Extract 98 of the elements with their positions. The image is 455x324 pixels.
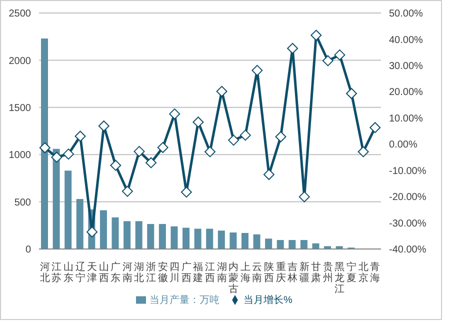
legend-label: 当月产量：万吨: [150, 295, 220, 306]
x-tick-label: 江西: [205, 261, 215, 284]
bar: [170, 226, 178, 249]
bar: [135, 221, 142, 249]
x-tick-label: 广东: [110, 261, 121, 284]
y2-tick-label: 40.00%: [389, 34, 424, 46]
x-tick-label: 广西: [181, 261, 192, 284]
point: [110, 160, 122, 171]
point: [263, 169, 274, 180]
y-tick-label: 2500: [8, 8, 32, 20]
bar: [288, 240, 296, 249]
bar: [112, 217, 119, 249]
bar: [276, 240, 284, 249]
bar: [230, 232, 237, 249]
x-tick-label: 贵州: [322, 261, 333, 284]
bar: [206, 228, 214, 249]
x-tick-label: 重庆: [276, 261, 286, 284]
bar: [182, 228, 190, 249]
y2-tick-label: -30.00%: [389, 218, 426, 230]
point: [86, 226, 98, 238]
x-tick-label: 宁夏: [346, 261, 357, 284]
y-tick-label: 1500: [8, 102, 32, 114]
point: [228, 134, 240, 146]
x-tick-label: 湖北: [134, 261, 144, 284]
point: [180, 186, 192, 198]
point: [157, 142, 168, 154]
x-tick-label: 江苏: [52, 261, 62, 284]
x-tick-label: 云南: [252, 262, 262, 284]
x-tick-label: 内蒙古: [228, 261, 239, 295]
x-tick-label: 浙江: [146, 261, 156, 284]
x-tick-label: 青海: [370, 261, 380, 284]
point: [370, 122, 381, 134]
x-tick-label: 甘肃: [311, 261, 322, 284]
x-tick-label: 山西: [98, 261, 109, 284]
bar: [300, 240, 308, 249]
legend-label: 当月增长%: [244, 295, 292, 306]
y2-tick-label: 20.00%: [389, 87, 424, 98]
x-tick-label: 四川: [170, 262, 180, 284]
point: [275, 131, 286, 142]
bar: [52, 148, 60, 249]
x-tick-label: 山东: [63, 261, 74, 284]
x-tick-label: 湖南: [216, 261, 227, 284]
bar: [124, 221, 131, 249]
bar: [158, 224, 166, 249]
x-tick-label: 新疆: [299, 261, 310, 284]
point: [322, 55, 334, 66]
point: [216, 86, 228, 97]
y-tick-label: 1000: [8, 150, 32, 162]
point: [122, 186, 133, 197]
point: [358, 146, 369, 158]
x-tick-label: 上海: [240, 261, 250, 284]
point: [204, 146, 216, 158]
y2-tick-label: 0.00%: [389, 140, 418, 151]
point: [240, 130, 251, 141]
point: [252, 64, 263, 76]
bar: [100, 210, 107, 249]
point: [298, 191, 310, 202]
point: [62, 148, 74, 160]
y2-tick-label: 10.00%: [389, 113, 424, 124]
y2-tick-label: 30.00%: [389, 60, 424, 72]
bar: [265, 238, 272, 249]
x-tick-label: 黑龙江: [334, 262, 345, 295]
x-tick-label: 河北: [40, 261, 50, 284]
y2-tick-label: -10.00%: [389, 166, 426, 177]
x-tick-label: 吉林: [286, 261, 298, 284]
y-tick-label: 0: [25, 244, 32, 256]
point: [51, 152, 62, 163]
point: [134, 146, 145, 157]
point: [39, 142, 50, 154]
point: [146, 157, 157, 168]
bar: [241, 232, 248, 249]
bar: [253, 234, 260, 249]
y2-tick-label: -20.00%: [389, 192, 426, 204]
bar: [64, 170, 72, 249]
x-tick-label: 河南: [122, 261, 132, 284]
x-tick-label: 福建: [192, 261, 204, 284]
point: [192, 116, 204, 128]
bar: [76, 198, 84, 249]
point: [169, 108, 180, 120]
x-tick-label: 陕西: [264, 261, 274, 284]
point: [334, 49, 346, 60]
x-tick-label: 北京: [358, 261, 368, 284]
y-tick-label: 2000: [8, 56, 32, 67]
point: [310, 30, 322, 41]
y-tick-label: 500: [14, 197, 32, 208]
bar: [41, 38, 48, 249]
x-tick-label: 天津: [87, 262, 98, 284]
bar: [147, 224, 154, 249]
point: [287, 42, 298, 54]
x-tick-label: 安徽: [158, 261, 168, 284]
x-tick-label: 辽宁: [75, 261, 86, 284]
point: [98, 120, 110, 132]
bar: [194, 228, 202, 249]
y2-tick-label: -40.00%: [389, 244, 426, 256]
point: [74, 130, 86, 142]
bar: [218, 230, 225, 249]
y2-tick-label: 50.00%: [389, 8, 424, 20]
point: [346, 88, 358, 99]
